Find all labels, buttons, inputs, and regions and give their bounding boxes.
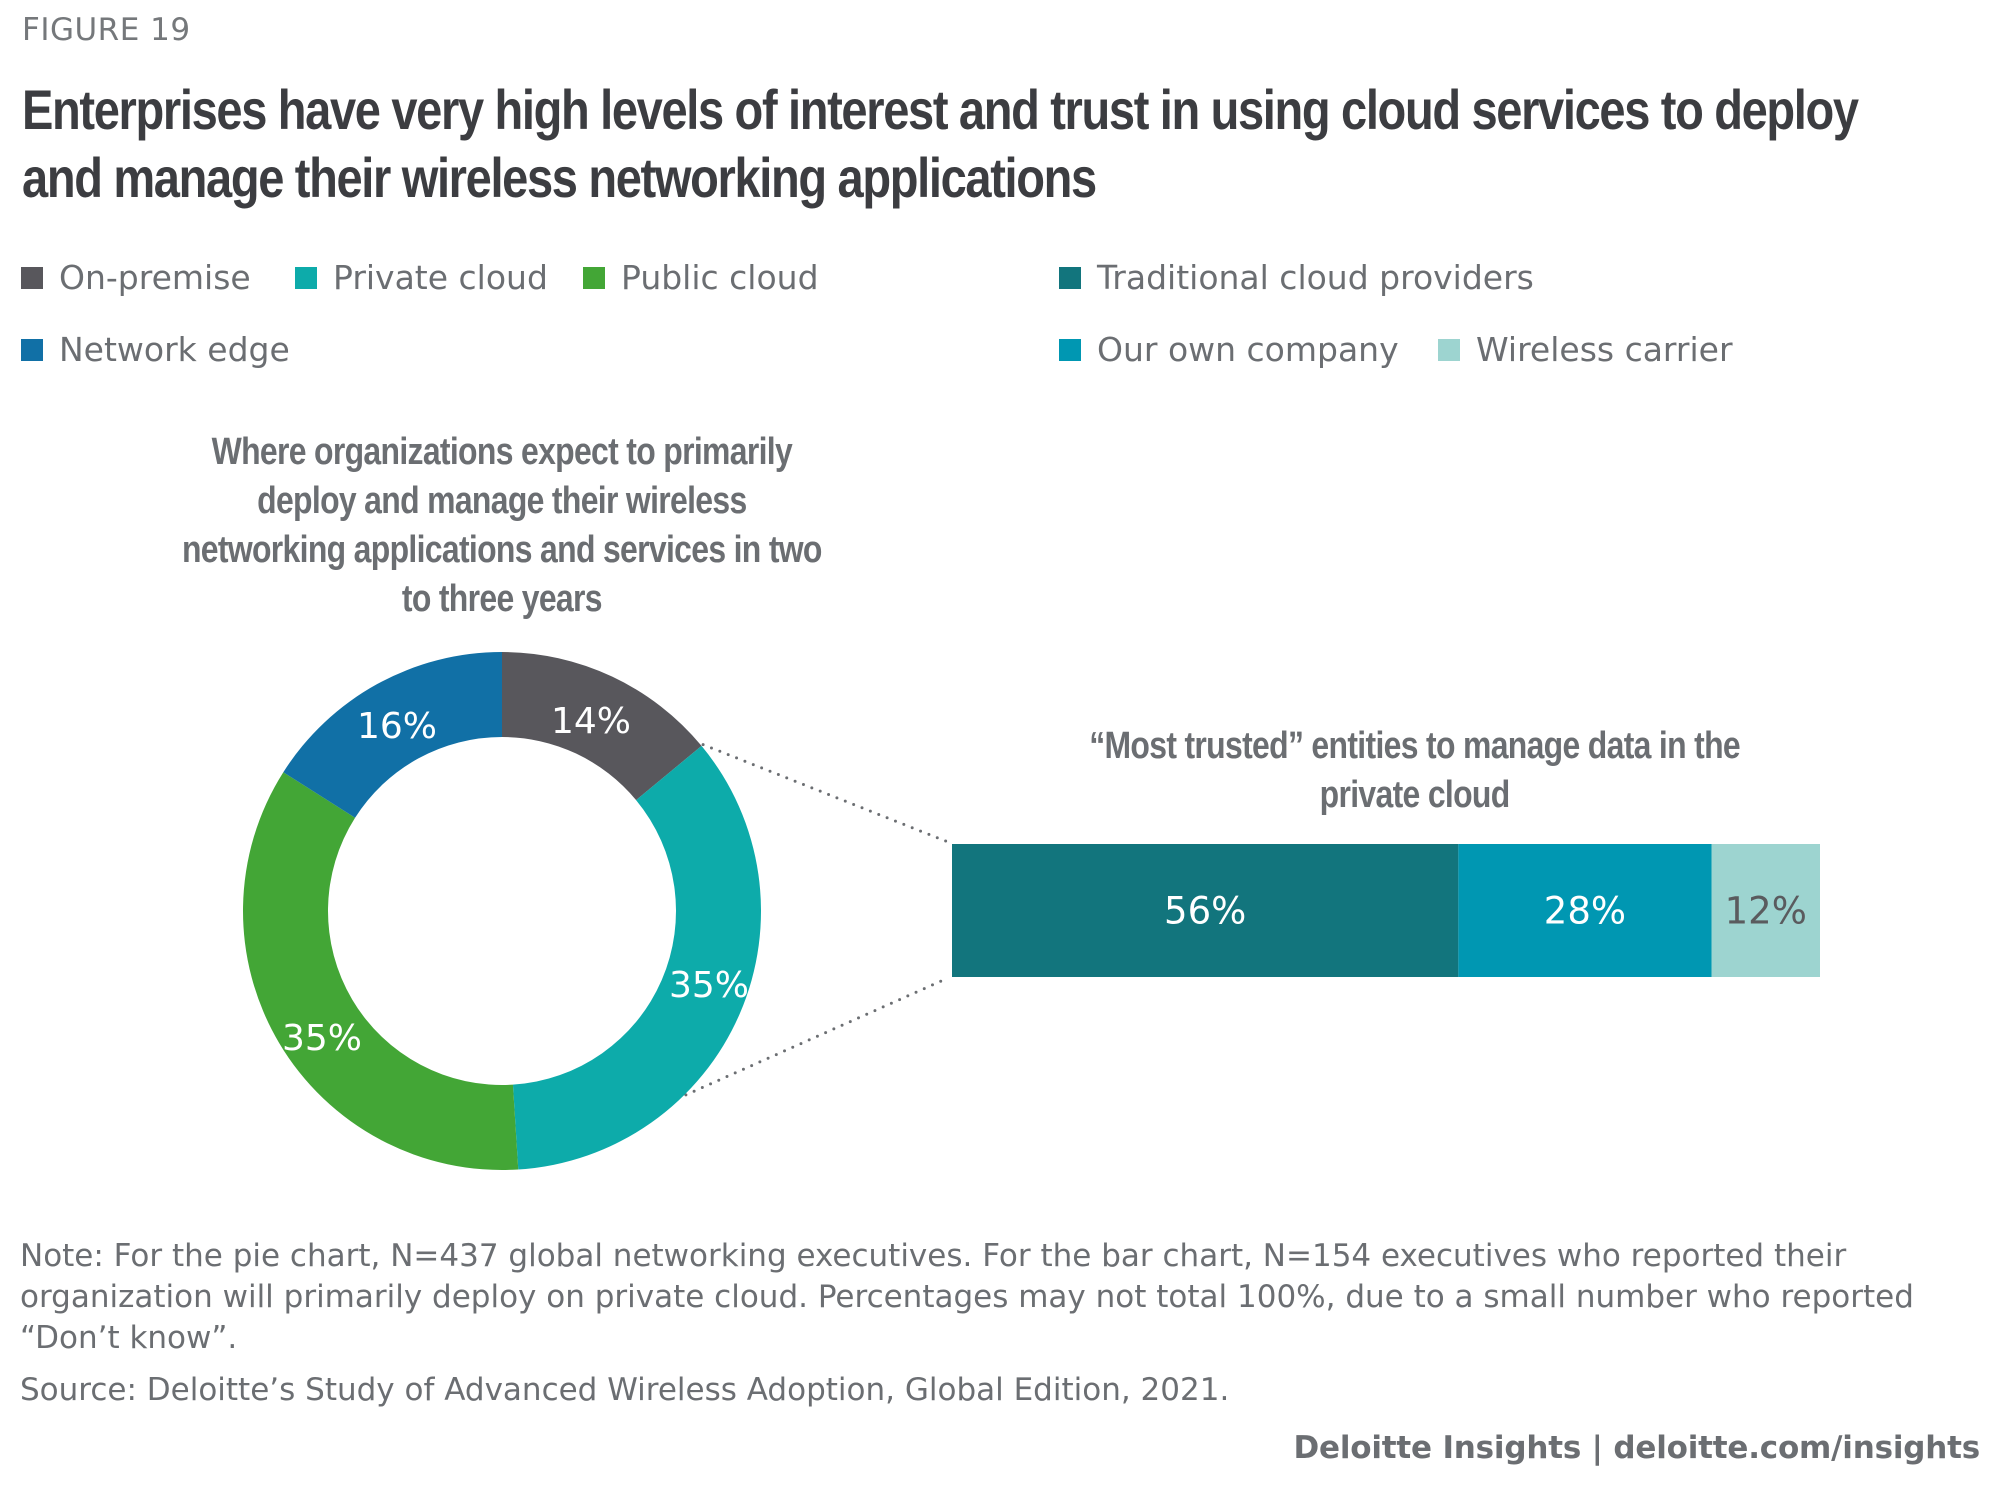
connector-line-top	[701, 743, 950, 844]
bar-segment-traditional-cloud-providers	[952, 844, 1459, 977]
legend-item-traditional-cloud-providers: Traditional cloud providers	[1059, 258, 1534, 297]
bar-segment-our-own-company	[1458, 844, 1712, 977]
legend-item-wireless-carrier: Wireless carrier	[1438, 330, 1733, 369]
legend-item-on-premise: On-premise	[21, 258, 251, 297]
chart-title: Enterprises have very high levels of int…	[22, 78, 1859, 209]
legend-swatch-on-premise	[21, 266, 43, 289]
legend-swatch-public-cloud	[583, 266, 605, 289]
legend-swatch-private-cloud	[295, 266, 317, 289]
donut-label-network-edge: 16%	[357, 706, 437, 747]
figure-label: FIGURE 19	[22, 12, 191, 48]
legend-label: Wireless carrier	[1476, 330, 1733, 369]
donut-chart: 14% 35% 35% 16%	[243, 652, 761, 1170]
legend-item-public-cloud: Public cloud	[583, 258, 819, 297]
bar-label-wireless-carrier: 12%	[1725, 890, 1807, 933]
donut-label-public-cloud: 35%	[282, 1018, 362, 1059]
donut-label-private-cloud: 35%	[669, 965, 749, 1006]
legend-item-network-edge: Network edge	[21, 330, 290, 369]
donut-slice-network-edge	[283, 652, 502, 818]
donut-slice-public-cloud	[243, 772, 519, 1170]
bar-label-our-own-company: 28%	[1544, 890, 1626, 933]
legend-swatch-our-own-company	[1059, 338, 1081, 361]
legend-item-our-own-company: Our own company	[1059, 330, 1399, 369]
legend-label: Public cloud	[621, 258, 819, 297]
donut-slice-on-premise	[502, 652, 702, 801]
connector-lines	[684, 743, 950, 1097]
bar-segment-wireless-carrier	[1711, 844, 1820, 977]
donut-label-on-premise: 14%	[551, 701, 631, 742]
bar-label-traditional-cloud-providers: 56%	[1164, 890, 1246, 933]
legend-label: Private cloud	[333, 258, 548, 297]
connector-line-bottom	[684, 976, 950, 1097]
donut-slice-private-cloud	[512, 745, 761, 1170]
donut-chart-title: Where organizations expect to primarily …	[182, 431, 822, 620]
legend-label: Traditional cloud providers	[1097, 258, 1534, 297]
legend-swatch-traditional-cloud-providers	[1059, 266, 1081, 289]
legend-label: On-premise	[59, 258, 251, 297]
note-text: Note: For the pie chart, N=437 global ne…	[20, 1238, 1914, 1356]
legend-label: Our own company	[1097, 330, 1399, 369]
bar-chart-title: “Most trusted” entities to manage data i…	[1089, 725, 1741, 816]
legend-swatch-network-edge	[21, 338, 43, 361]
source-text: Source: Deloitte’s Study of Advanced Wir…	[20, 1372, 1230, 1408]
stacked-bar-chart: 56% 28% 12%	[952, 844, 1820, 977]
legend-label: Network edge	[59, 330, 290, 369]
legend-item-private-cloud: Private cloud	[295, 258, 548, 297]
legend-swatch-wireless-carrier	[1438, 338, 1460, 361]
footer-brand: Deloitte Insights | deloitte.com/insight…	[1293, 1430, 1981, 1466]
